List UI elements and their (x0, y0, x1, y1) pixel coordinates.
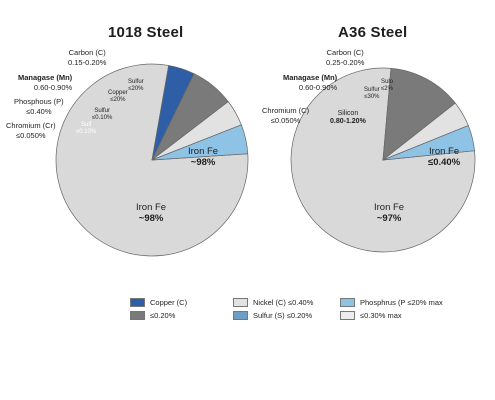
slice-label-copper: Copper ≤20% (108, 90, 128, 103)
pie-slice-sulfur (151, 124, 249, 161)
pie-slice-phosphorus (382, 125, 475, 161)
label-chromium-a36: Chromium (C) ≤0.050% (262, 106, 310, 125)
legend: Copper (C) ≤0.20% Nickel (C) ≤0.40% Sulf… (130, 298, 450, 328)
pie-chart-a36 (290, 67, 476, 253)
legend-label: Phosphrus (P ≤20% max (360, 298, 443, 307)
legend-item: Nickel (C) ≤0.40% (233, 298, 313, 307)
legend-label: ≤0.30% max (360, 311, 402, 320)
chart-title-a36: A36 Steel (338, 24, 408, 41)
slice-label-sulfur-blue: Sulfur ≤20% (128, 79, 144, 92)
iron-label-bottom-a36: Iron Fe ~97% (374, 202, 405, 224)
legend-swatch (130, 298, 145, 307)
legend-label: Copper (C) (150, 298, 188, 307)
slice-label-silicon: Silicon 0.80-1.20% (330, 110, 366, 125)
label-phosphorus-1018: Phosphous (P) ≤0.40% (14, 97, 64, 116)
legend-item: ≤0.30% max (340, 311, 402, 320)
slice-label-sulf-dark: Sulf ≤0.10% (76, 122, 97, 135)
iron-label-bottom-1018: Iron Fe ~98% (136, 202, 167, 224)
legend-item: ≤0.20% (130, 311, 175, 320)
label-carbon-1018: Carbon (C) 0.15-0.20% (68, 48, 107, 67)
legend-swatch (130, 311, 145, 320)
pie-slice-iron-fe (290, 67, 476, 253)
legend-swatch (233, 311, 248, 320)
legend-item: Phosphrus (P ≤20% max (340, 298, 443, 307)
slice-label-sulfur-a36: Sulfur ≤30% (364, 87, 380, 100)
slice-label-sulo: Sulo ≤2% (381, 79, 394, 92)
label-manganese-a36: Managase (Mn) 0.60-0.90% (283, 73, 338, 92)
label-manganese-1018: Managase (Mn) 0.60-0.90% (18, 73, 73, 92)
slice-label-sulfur-gray: Sulfur ≤0.10% (92, 108, 113, 121)
pie-chart-1018 (55, 63, 249, 257)
legend-swatch (340, 298, 355, 307)
legend-swatch (340, 311, 355, 320)
legend-swatch (233, 298, 248, 307)
legend-label: Nickel (C) ≤0.40% (253, 298, 314, 307)
legend-item: Sulfur (S) ≤0.20% (233, 311, 312, 320)
pie-slice-silicon (382, 67, 456, 161)
legend-label: Sulfur (S) ≤0.20% (253, 311, 313, 320)
iron-label-top-a36: Iron Fe ≤0.40% (428, 146, 461, 168)
label-carbon-a36: Carbon (C) 0.25-0.20% (326, 48, 365, 67)
legend-label: ≤0.20% (150, 311, 176, 320)
iron-label-top-1018: Iron Fe ~98% (188, 146, 219, 168)
legend-item: Copper (C) (130, 298, 187, 307)
chart-title-1018: 1018 Steel (108, 24, 184, 41)
label-chromium-1018: Chromium (Cr) ≤0.050% (6, 121, 56, 140)
